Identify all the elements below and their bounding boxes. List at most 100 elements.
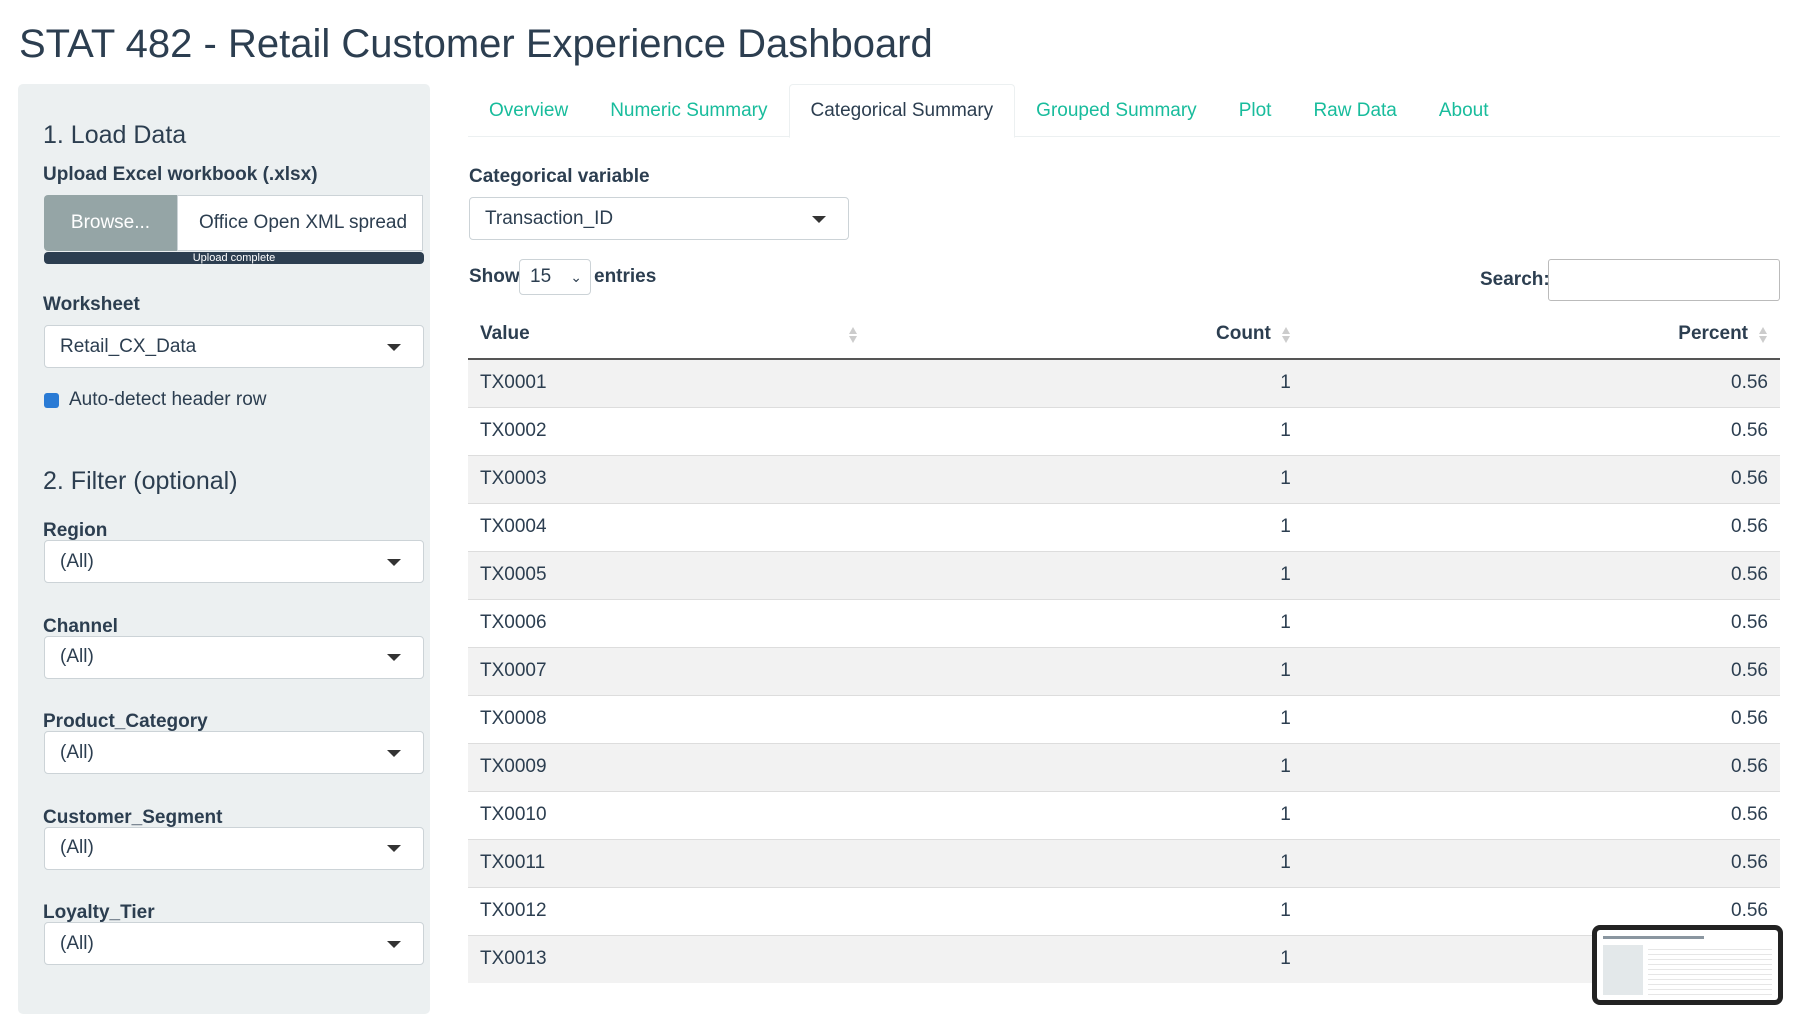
upload-label: Upload Excel workbook (.xlsx) bbox=[43, 164, 318, 185]
header-checkbox[interactable]: Auto-detect header row bbox=[44, 389, 267, 411]
count-cell: 1 bbox=[888, 886, 1303, 935]
summary-table: Value Count Percent TX0001 1 0.56 TX0002 1 0.56… bbox=[468, 310, 1780, 983]
value-cell: TX0009 bbox=[468, 742, 888, 791]
table-row: TX0006 1 0.56 bbox=[468, 598, 1780, 647]
filter-select[interactable]: (All) bbox=[44, 922, 424, 966]
tab[interactable]: Grouped Summary bbox=[1036, 99, 1197, 121]
search-label: Search: bbox=[1480, 269, 1550, 290]
tab[interactable]: Raw Data bbox=[1313, 99, 1397, 121]
percent-cell: 0.56 bbox=[1302, 742, 1780, 791]
tab-bar: Overview Numeric Summary Categorical Summa… bbox=[468, 84, 1780, 138]
caret bbox=[387, 940, 401, 948]
value-cell: TX0007 bbox=[468, 646, 888, 695]
value-cell: TX0010 bbox=[468, 790, 888, 839]
table-row: TX0003 1 0.56 bbox=[468, 454, 1780, 503]
value-cell: TX0006 bbox=[468, 598, 888, 647]
show-label: Show bbox=[469, 266, 520, 287]
variable-label: Categorical variable bbox=[469, 166, 650, 187]
filter-label: Loyalty_Tier bbox=[43, 902, 155, 924]
table-row: TX0005 1 0.56 bbox=[468, 550, 1780, 599]
value-cell: TX0012 bbox=[468, 886, 888, 935]
filter-label: Customer_Segment bbox=[43, 806, 223, 828]
filter-select[interactable]: (All) bbox=[44, 826, 424, 870]
worksheet-select[interactable]: Retail_CX_Data bbox=[44, 325, 424, 368]
app-title: STAT 482 - Retail Customer Experience Da… bbox=[19, 22, 933, 66]
sidebar: 1. Load Data Upload Excel workbook (.xls… bbox=[18, 84, 430, 1014]
page-length-select[interactable]: 15 ⌄ bbox=[519, 259, 591, 295]
value-cell: TX0003 bbox=[468, 454, 888, 503]
column-header[interactable]: Percent bbox=[1302, 310, 1780, 360]
table-row: TX0001 1 0.56 bbox=[468, 358, 1780, 407]
worksheet-label: Worksheet bbox=[43, 294, 140, 315]
count-cell: 1 bbox=[888, 790, 1303, 839]
table-row: TX0004 1 0.56 bbox=[468, 502, 1780, 551]
table-row: TX001310.56 bbox=[468, 934, 1780, 983]
tab[interactable]: Overview bbox=[489, 99, 569, 121]
sort-icon bbox=[1281, 327, 1290, 343]
count-cell: 1 bbox=[888, 694, 1303, 743]
value-cell: TX0011 bbox=[468, 838, 888, 887]
browse-button[interactable]: Browse... bbox=[44, 195, 177, 251]
table-row: TX0007 1 0.56 bbox=[468, 646, 1780, 695]
section-heading: 1. Load Data bbox=[43, 121, 187, 149]
count-cell: 1 bbox=[888, 358, 1303, 407]
count-cell: 1 bbox=[888, 406, 1303, 455]
table-row: TX0002 1 0.56 bbox=[468, 406, 1780, 455]
tab[interactable]: Numeric Summary bbox=[610, 99, 768, 121]
variable-select[interactable]: Transaction_ID bbox=[469, 197, 849, 240]
checkbox-label: Auto-detect header row bbox=[69, 389, 267, 410]
tab[interactable]: Plot bbox=[1238, 99, 1272, 121]
entries-label: entries bbox=[594, 266, 657, 287]
value-cell: TX0008 bbox=[468, 694, 888, 743]
value-cell: TX0001 bbox=[468, 358, 888, 407]
filter-label: Region bbox=[43, 520, 108, 541]
caret bbox=[387, 749, 401, 757]
select-value: (All) bbox=[60, 646, 94, 668]
file-name: Office Open XML spread bbox=[177, 195, 423, 251]
caret bbox=[387, 845, 401, 853]
count-cell: 1 bbox=[888, 742, 1303, 791]
select-value: (All) bbox=[60, 932, 94, 954]
percent-cell: 0.56 bbox=[1302, 694, 1780, 743]
percent-cell: 0.56 bbox=[1302, 502, 1780, 551]
column-header[interactable]: Value bbox=[468, 310, 888, 360]
select-value: (All) bbox=[60, 550, 94, 572]
count-cell: 1 bbox=[888, 934, 1303, 983]
filter-label: Channel bbox=[43, 615, 118, 637]
table-row: TX0011 1 0.56 bbox=[468, 838, 1780, 887]
percent-cell: 0.56 bbox=[1302, 454, 1780, 503]
tab[interactable]: About bbox=[1438, 99, 1489, 121]
filter-select[interactable]: (All) bbox=[44, 635, 424, 679]
table-row: TX0008 1 0.56 bbox=[468, 694, 1780, 743]
filter-select[interactable]: (All) bbox=[44, 731, 424, 775]
count-cell: 1 bbox=[888, 838, 1303, 887]
section-heading: 2. Filter (optional) bbox=[43, 467, 238, 495]
caret bbox=[387, 558, 401, 566]
count-cell: 1 bbox=[888, 502, 1303, 551]
tab[interactable]: Categorical Summary bbox=[788, 84, 1016, 138]
table-row: TX0012 1 0.56 bbox=[468, 886, 1780, 935]
select-value: (All) bbox=[60, 741, 94, 763]
select-value: Retail_CX_Data bbox=[60, 335, 197, 357]
percent-cell: 0.56 bbox=[1302, 358, 1780, 407]
percent-cell: 0.56 bbox=[1302, 406, 1780, 455]
percent-cell: 0.56 bbox=[1302, 550, 1780, 599]
select-value: Transaction_ID bbox=[485, 207, 614, 229]
sort-icon bbox=[1759, 327, 1767, 343]
select-value: 15 bbox=[530, 266, 552, 287]
table-row: TX0009 1 0.56 bbox=[468, 742, 1780, 791]
count-cell: 1 bbox=[888, 598, 1303, 647]
filter-label: Product_Category bbox=[43, 711, 208, 733]
caret bbox=[387, 654, 401, 662]
preview-thumbnail bbox=[1592, 925, 1783, 1005]
search-input[interactable] bbox=[1548, 259, 1780, 301]
column-header[interactable]: Count bbox=[888, 310, 1303, 360]
percent-cell: 0.56 bbox=[1302, 790, 1780, 839]
table-row: TX0010 1 0.56 bbox=[468, 790, 1780, 839]
percent-cell: 0.56 bbox=[1302, 838, 1780, 887]
percent-cell: 0.56 bbox=[1302, 646, 1780, 695]
count-cell: 1 bbox=[888, 646, 1303, 695]
filter-select[interactable]: (All) bbox=[44, 540, 424, 583]
sort-icon bbox=[849, 327, 857, 343]
